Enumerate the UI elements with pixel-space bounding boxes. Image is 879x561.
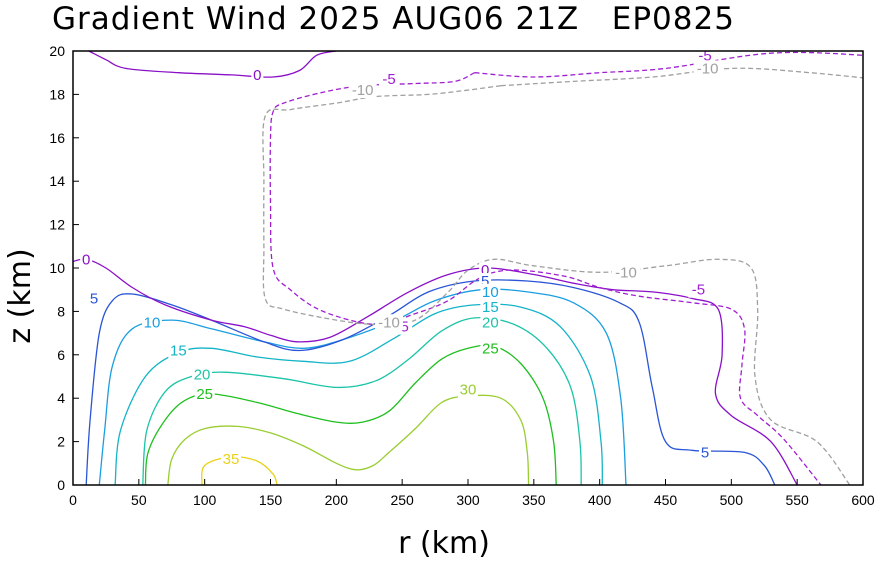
y-tick-label-18: 18 <box>49 86 65 102</box>
y-axis-label: z (km) <box>3 248 38 343</box>
x-tick-label-400: 400 <box>588 492 612 508</box>
x-axis: 0 50 100 150 200 250 300 350 400 450 500 550 600 <box>69 479 875 508</box>
contour-line-15-4 <box>114 303 603 485</box>
contour-line-10-5 <box>98 288 627 485</box>
contour-extra-label-0: -5 <box>692 282 705 299</box>
contour-extra-label-6: 5 <box>481 273 489 290</box>
x-tick-label-300: 300 <box>456 492 480 508</box>
x-tick-label-200: 200 <box>325 492 349 508</box>
contour-label-6: 5 <box>701 444 709 461</box>
contour-extra-label-8-bg <box>480 299 501 316</box>
contour-line-0-7 <box>73 258 798 485</box>
y-tick-label-20: 20 <box>49 43 65 59</box>
contour-line-25-2 <box>144 344 557 485</box>
contour-extra-label-3: -10 <box>697 60 719 77</box>
y-tick-label-14: 14 <box>49 173 65 189</box>
contour-label-1-bg <box>458 381 478 398</box>
y-tick-label-4: 4 <box>57 390 65 406</box>
contour-label-10-bg <box>379 71 399 88</box>
x-tick-label-450: 450 <box>654 492 678 508</box>
contour-line-0-8 <box>88 51 337 78</box>
x-tick-label-150: 150 <box>259 492 283 508</box>
contour-line-20-3 <box>142 317 582 485</box>
contour-label-0-bg <box>221 450 241 467</box>
chart-title: Gradient Wind 2025 AUG06 21Z EP0825 <box>52 1 735 37</box>
plot-area: 353025201510500-5-5-10-10-5-10-5-1005510… <box>73 47 863 485</box>
y-tick-label-12: 12 <box>49 217 65 233</box>
contour-label-2: 25 <box>196 386 213 403</box>
contour-label-8-bg <box>251 66 264 83</box>
contour-label-1: 30 <box>460 382 477 399</box>
contour-line-5-6 <box>85 279 776 485</box>
contour-label-7-bg <box>80 251 93 268</box>
y-axis: 0 2 4 6 8 10 12 14 16 18 20 <box>49 43 79 493</box>
contour-labels: 353025201510500-5-5-10-10-5-10-5-1005510… <box>80 47 722 468</box>
contour-extra-label-5: 5 <box>90 290 98 307</box>
contour-extra-label-7: 10 <box>482 284 499 301</box>
x-tick-label-50: 50 <box>131 492 147 508</box>
contour-extra-label-1: -10 <box>615 264 637 281</box>
y-tick-label-6: 6 <box>57 347 65 363</box>
y-tick-label-2: 2 <box>57 434 65 450</box>
contour-extra-label-4: 0 <box>481 262 489 279</box>
contour-line-35-0 <box>201 456 278 485</box>
contour-extra-label-5-bg <box>88 290 101 307</box>
contour-label-11: -10 <box>378 314 400 331</box>
contour-label-12: -10 <box>352 82 374 99</box>
contour-extra-label-9-bg <box>480 314 501 331</box>
y-tick-label-8: 8 <box>57 303 65 319</box>
contour-extra-label-1-bg <box>612 264 640 281</box>
contour-extra-label-7-bg <box>480 283 501 300</box>
contour-label-5-bg <box>142 314 162 331</box>
x-tick-label-550: 550 <box>785 492 809 508</box>
contour-extra-label-3-bg <box>693 60 722 77</box>
x-tick-label-250: 250 <box>390 492 414 508</box>
plot-frame <box>72 50 864 486</box>
contour-line-30-1 <box>167 394 530 485</box>
contour-label-7: 0 <box>82 251 90 268</box>
contour-label-2-bg <box>194 385 215 402</box>
contour-label-4: 15 <box>170 342 187 359</box>
contour-label-11-bg <box>375 314 403 331</box>
contour-label-8: 0 <box>253 67 261 84</box>
contour-extra-label-10-bg <box>480 340 501 357</box>
contour-line-neg10-12 <box>500 67 863 87</box>
contour-label-3-bg <box>192 366 213 383</box>
x-tick-label-100: 100 <box>193 492 217 508</box>
contour-lines <box>73 51 863 485</box>
x-tick-label-350: 350 <box>522 492 546 508</box>
contour-extra-label-8: 15 <box>482 299 499 316</box>
contour-extra-label-10: 25 <box>482 340 499 357</box>
x-tick-label-0: 0 <box>69 492 77 508</box>
contour-label-10: -5 <box>382 71 395 88</box>
contour-label-6-bg <box>699 444 711 461</box>
contour-extra-label-9: 20 <box>482 314 499 331</box>
contour-label-4-bg <box>168 342 189 359</box>
contour-extra-label-0-bg <box>688 281 709 298</box>
contour-label-3: 20 <box>194 366 211 383</box>
x-axis-label: r (km) <box>398 526 490 561</box>
contour-line-neg10-11 <box>262 85 851 485</box>
y-tick-label-10: 10 <box>49 260 65 276</box>
contour-label-5: 10 <box>144 314 161 331</box>
x-tick-label-600: 600 <box>851 492 875 508</box>
contour-label-12-bg <box>348 82 377 99</box>
x-tick-label-500: 500 <box>720 492 744 508</box>
contour-line-neg5-10 <box>474 51 863 78</box>
contour-line-neg5-9 <box>269 72 822 485</box>
contour-label-0: 35 <box>223 451 240 468</box>
y-tick-label-0: 0 <box>57 477 65 493</box>
y-tick-label-16: 16 <box>49 130 65 146</box>
